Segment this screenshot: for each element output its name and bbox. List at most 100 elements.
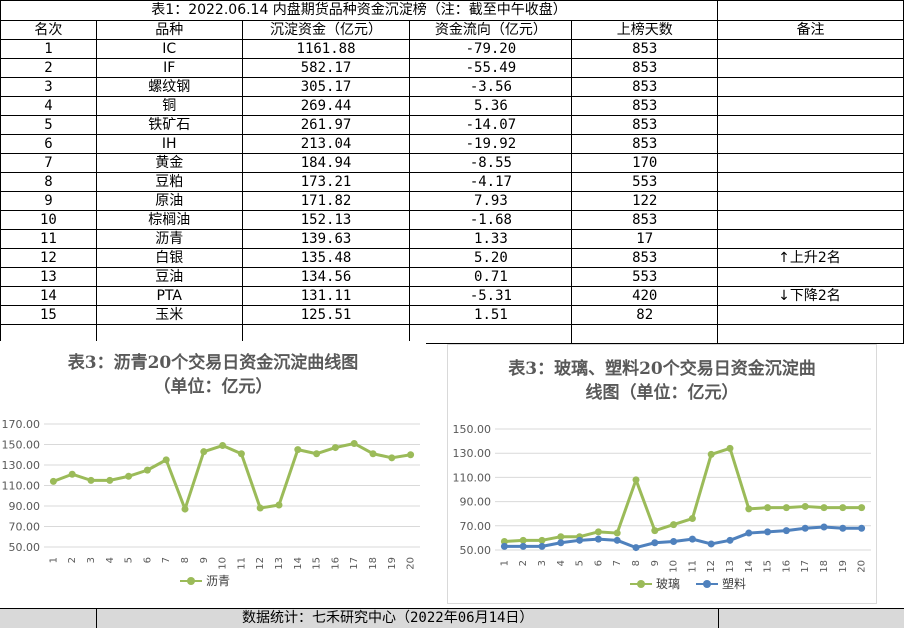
cell-capital: 131.11	[241, 286, 411, 306]
x-tick-label: 8	[631, 560, 642, 566]
data-point	[68, 470, 76, 478]
data-point	[275, 501, 283, 509]
x-tick-label: 10	[669, 560, 680, 573]
y-tick-label: 170.00	[2, 418, 41, 431]
cell-flow: -4.17	[409, 172, 573, 192]
chart-plot: 50.00 70.00 90.00 110.00 130.00 150.00 170.00 1…	[2, 418, 420, 570]
cell-name: 玉米	[95, 305, 243, 325]
x-tick-label: 3	[86, 557, 97, 563]
y-tick-label: 130.00	[2, 459, 41, 472]
cell-rank: 2	[0, 58, 97, 78]
x-tick-label: 11	[687, 560, 698, 573]
data-point	[369, 450, 377, 458]
table-row: 10 棕榈油 152.13 -1.68 853	[0, 210, 904, 230]
x-tick-label: 6	[142, 557, 153, 563]
x-tick-label: 5	[575, 560, 586, 566]
table-row: 14 PTA 131.11 -5.31 420 ↓下降2名	[0, 286, 904, 306]
ranking-table: 表1：2022.06.14 内盘期货品种资金沉淀榜（注：截至中午收盘） 名次 品种沉…	[0, 0, 904, 344]
cell-days: 17	[571, 229, 719, 249]
table-row: 7 黄金 184.94 -8.55 170	[0, 153, 904, 173]
data-point	[613, 529, 621, 537]
legend-label: 沥青	[206, 574, 231, 588]
data-point	[632, 544, 640, 552]
table-row: 2 IF 582.17 -55.49 853	[0, 58, 904, 78]
column-header: 沉淀资金（亿元）	[241, 20, 411, 40]
legend-label: 玻璃	[656, 577, 681, 591]
cell-flow: 1.51	[409, 305, 573, 325]
table-row: 8 豆粕 173.21 -4.17 553	[0, 172, 904, 192]
cell-rank: 3	[0, 77, 97, 97]
cell-rank: 15	[0, 305, 97, 325]
y-tick-label: 90.00	[460, 496, 492, 509]
cell-note: ↓下降2名	[717, 286, 904, 306]
cell-name: 螺纹钢	[95, 77, 243, 97]
x-tick-label: 6	[593, 560, 604, 566]
x-tick-label: 1	[499, 560, 510, 566]
column-header: 备注	[717, 20, 904, 40]
data-point	[839, 504, 847, 512]
cell-rank: 4	[0, 96, 97, 116]
x-tick-label: 16	[781, 560, 792, 573]
cell-capital: 213.04	[241, 134, 411, 154]
data-point	[820, 523, 828, 531]
data-point	[782, 527, 790, 535]
cell-note	[717, 229, 904, 249]
y-tick-label: 150.00	[453, 423, 492, 436]
table-title-row: 表1：2022.06.14 内盘期货品种资金沉淀榜（注：截至中午收盘）	[0, 0, 904, 21]
x-tick-label: 17	[349, 557, 360, 570]
data-point	[613, 536, 621, 544]
y-tick-label: 150.00	[2, 439, 41, 452]
cell-name: 豆粕	[95, 172, 243, 192]
data-point	[162, 456, 170, 464]
data-point	[87, 476, 95, 484]
cell-note	[717, 77, 904, 97]
chart-glass-plastic: 表3：玻璃、塑料20个交易日资金沉淀曲 线图（单位：亿元） 50.00 70.00…	[447, 344, 877, 604]
blank-cell	[409, 324, 573, 344]
x-tick-label: 15	[763, 560, 774, 573]
column-header: 名次	[0, 20, 97, 40]
cell-name: IF	[95, 58, 243, 78]
data-point	[576, 536, 584, 544]
cell-note	[717, 191, 904, 211]
data-point	[407, 451, 415, 459]
legend-marker	[630, 579, 652, 589]
cell-name: 铜	[95, 96, 243, 116]
cell-note	[717, 210, 904, 230]
data-point	[801, 502, 809, 510]
cell-capital: 134.56	[241, 267, 411, 287]
cell-flow: -79.20	[409, 39, 573, 59]
legend: 玻璃 塑料	[630, 575, 746, 592]
x-tick-label: 4	[556, 560, 567, 566]
data-point	[331, 444, 339, 452]
x-tick-label: 8	[180, 557, 191, 563]
x-tick-label: 1	[48, 557, 59, 563]
cell-note	[717, 305, 904, 325]
y-tick-label: 70.00	[460, 520, 492, 533]
data-source: 数据统计：七禾研究中心（2022年06月14日）	[242, 610, 534, 626]
data-point	[219, 442, 227, 450]
cell-flow: -8.55	[409, 153, 573, 173]
x-tick-label: 12	[255, 557, 266, 570]
x-tick-label: 12	[706, 560, 717, 573]
cell-flow: -14.07	[409, 115, 573, 135]
data-point	[106, 476, 114, 484]
data-point	[858, 504, 866, 512]
data-point	[500, 538, 508, 546]
data-point	[670, 538, 678, 546]
cell-days: 853	[571, 39, 719, 59]
y-tick-label: 90.00	[9, 500, 41, 513]
table-row: 11 沥青 139.63 1.33 17	[0, 229, 904, 249]
x-tick-label: 18	[819, 560, 830, 573]
footer-row	[0, 608, 904, 628]
cell-rank: 5	[0, 115, 97, 135]
cell-rank: 1	[0, 39, 97, 59]
data-point	[670, 521, 678, 529]
cell-capital: 1161.88	[241, 39, 411, 59]
table-row: 15 玉米 125.51 1.51 82	[0, 305, 904, 325]
y-tick-label: 50.00	[460, 544, 492, 557]
cell-rank: 7	[0, 153, 97, 173]
data-point	[801, 524, 809, 532]
chart-asphalt: 表3：沥青20个交易日资金沉淀曲线图 （单位：亿元） 50.00 70.00 90.…	[0, 341, 426, 607]
